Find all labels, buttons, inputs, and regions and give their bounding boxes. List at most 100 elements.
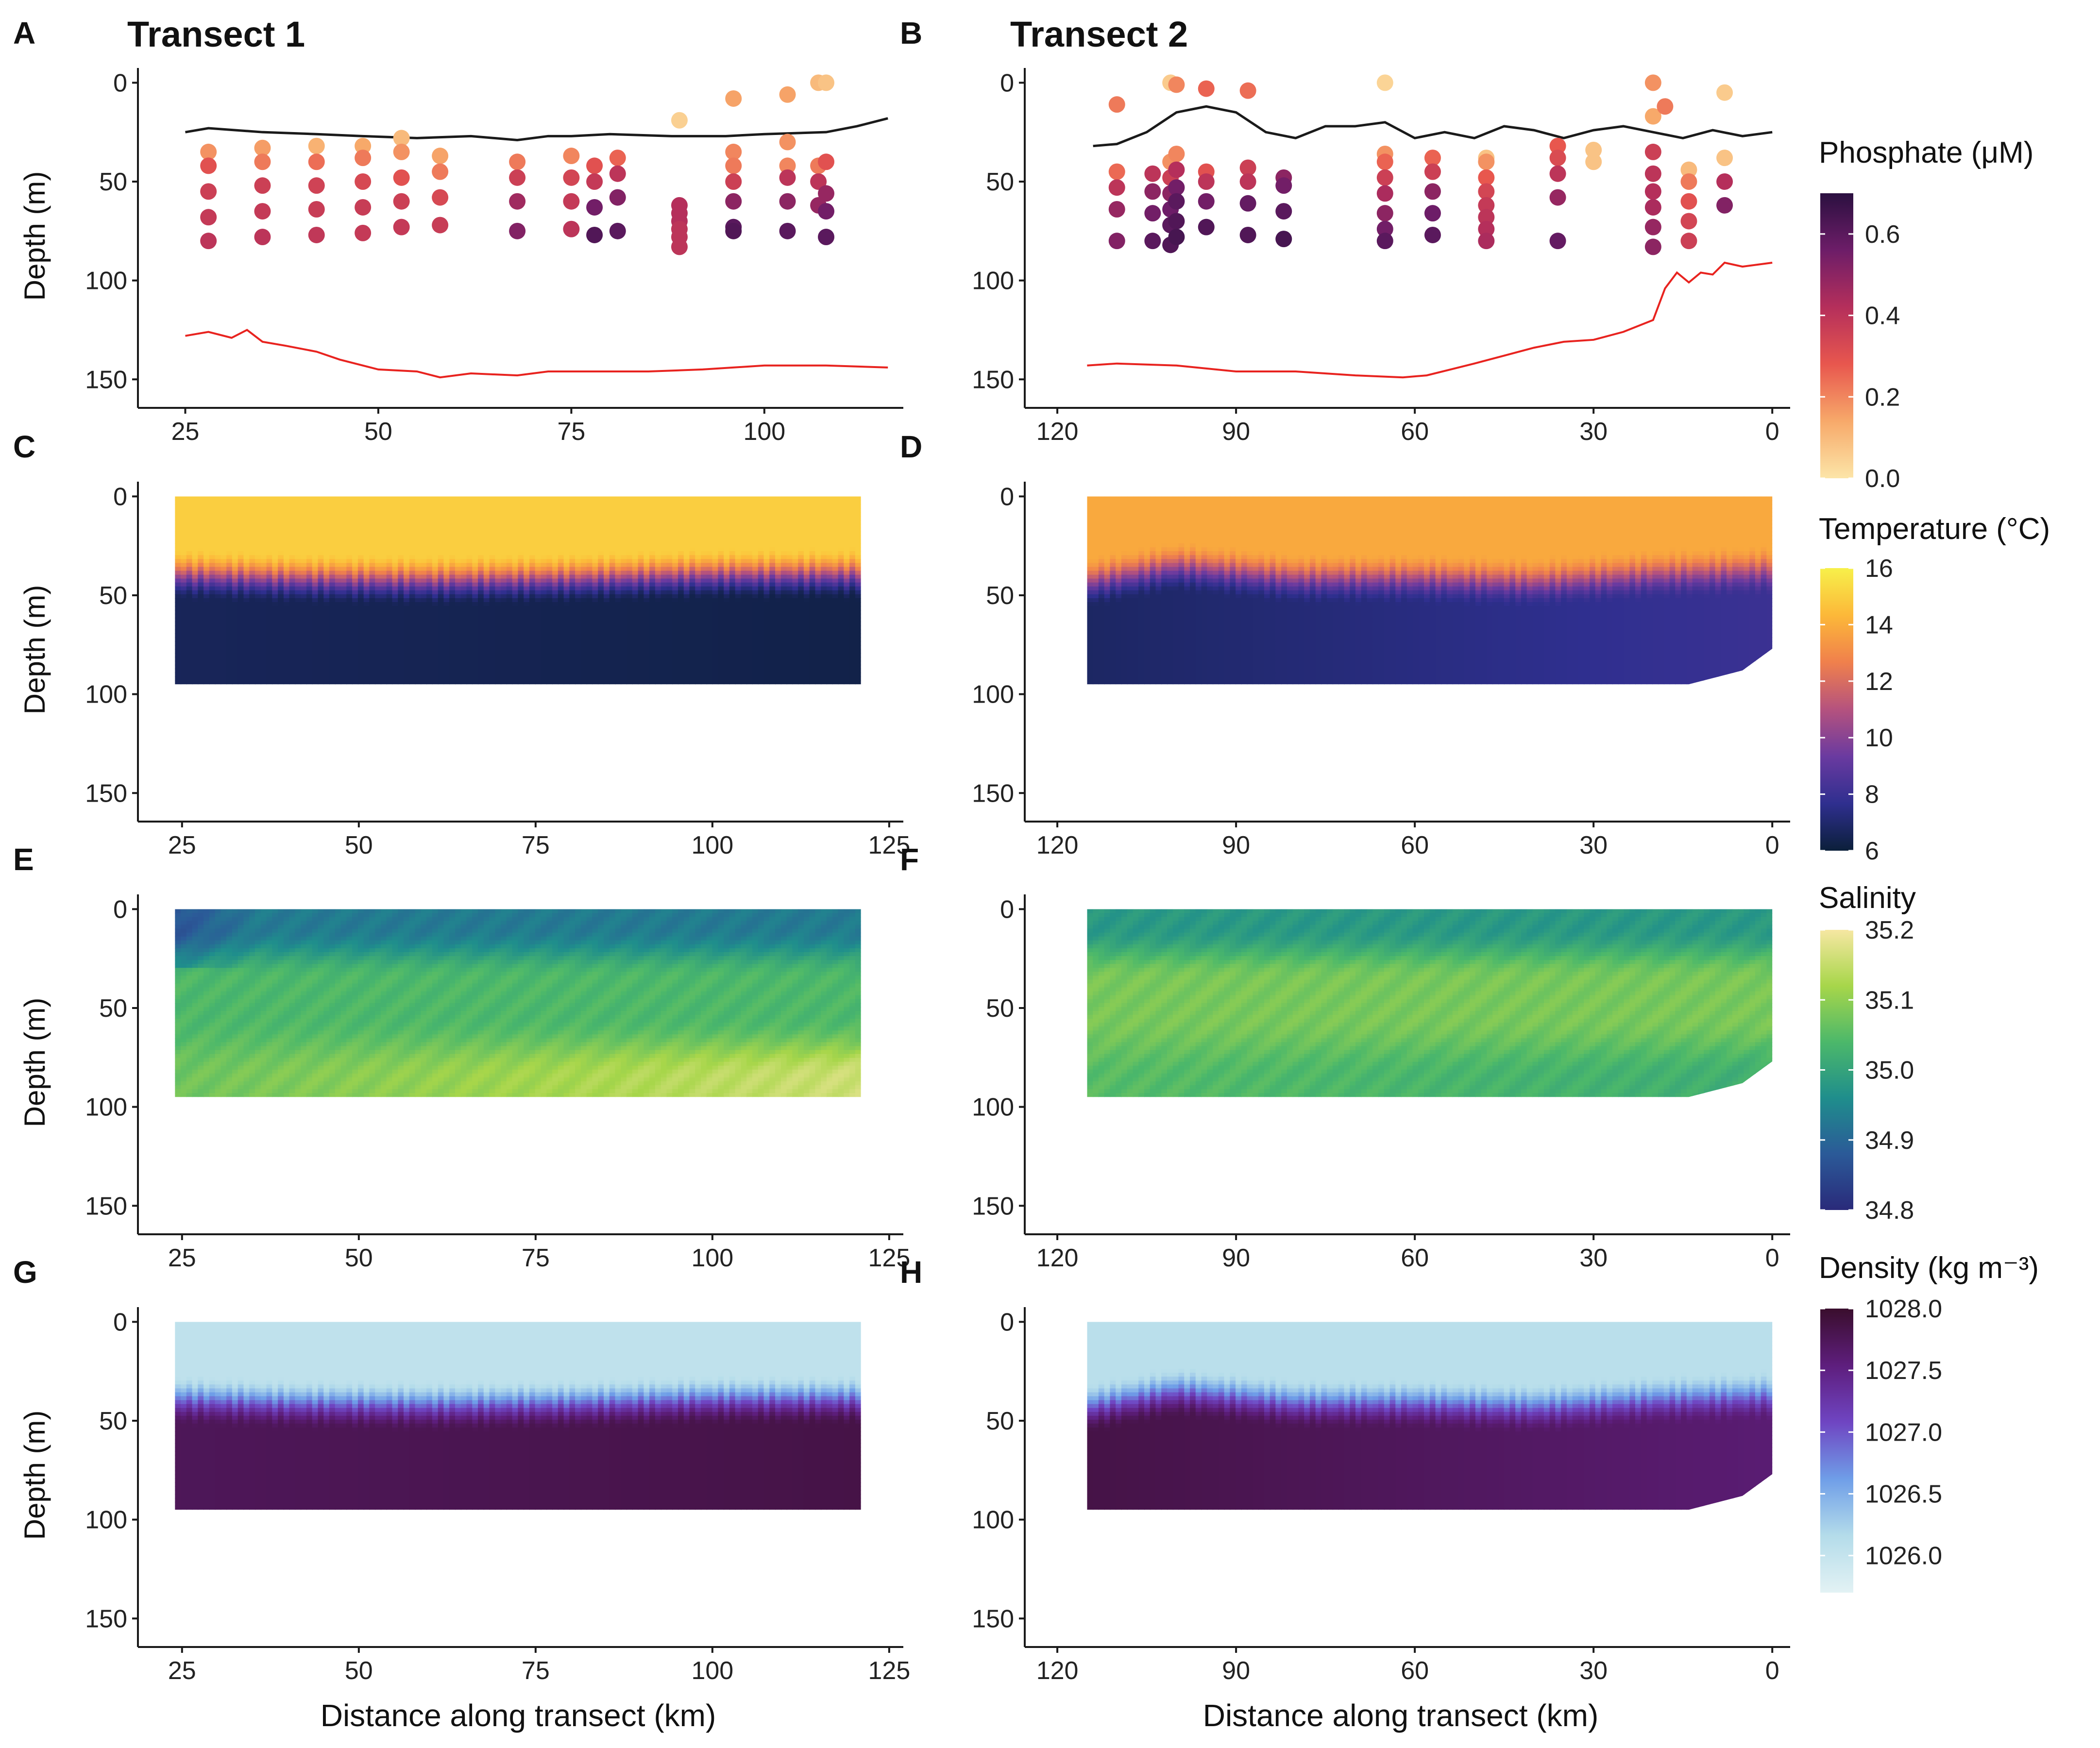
heatmap-cell — [226, 551, 233, 556]
heatmap-cell — [375, 531, 381, 536]
heatmap-cell — [237, 594, 244, 599]
heatmap-cell — [232, 610, 238, 615]
heatmap-cell — [392, 653, 399, 657]
heatmap-cell — [449, 586, 456, 591]
heatmap-cell — [495, 563, 502, 568]
heatmap-cell — [586, 586, 593, 591]
heatmap-cell — [563, 586, 570, 591]
heatmap-cell — [175, 622, 181, 626]
heatmap-cell — [455, 598, 461, 603]
heatmap-cell — [460, 598, 467, 603]
heatmap-cell — [449, 559, 456, 564]
heatmap-cell — [438, 622, 444, 626]
heatmap-cell — [192, 622, 199, 626]
heatmap-cell — [283, 629, 290, 634]
heatmap-cell — [712, 555, 719, 560]
heatmap-cell — [632, 598, 639, 603]
heatmap-cell — [666, 504, 673, 509]
heatmap-cell — [683, 622, 690, 626]
heatmap-cell — [609, 590, 616, 595]
heatmap-cell — [569, 656, 576, 661]
heatmap-cell — [404, 629, 410, 634]
heatmap-cell — [278, 574, 284, 579]
heatmap-cell — [266, 660, 273, 665]
heatmap-cell — [318, 625, 324, 630]
phosphate-sample-point — [563, 169, 580, 186]
heatmap-cell — [535, 676, 542, 681]
heatmap-cell — [375, 574, 381, 579]
heatmap-cell — [660, 531, 667, 536]
heatmap-cell — [472, 625, 479, 630]
heatmap-cell — [558, 649, 564, 654]
heatmap-cell — [729, 574, 736, 579]
heatmap-cell — [712, 571, 719, 575]
heatmap-cell — [249, 645, 256, 650]
heatmap-cell — [363, 633, 370, 638]
heatmap-cell — [278, 669, 284, 673]
heatmap-cell — [340, 536, 347, 540]
heatmap-cell — [535, 672, 542, 677]
heatmap-cell — [552, 660, 559, 665]
heatmap-cell — [301, 536, 307, 540]
heatmap-cell — [644, 672, 650, 677]
heatmap-cell — [226, 539, 233, 544]
heatmap-cell — [644, 536, 650, 540]
heatmap-cell — [175, 637, 181, 642]
heatmap-cell — [615, 504, 622, 509]
heatmap-cell — [632, 610, 639, 615]
heatmap-cell — [266, 625, 273, 630]
heatmap-cell — [569, 500, 576, 505]
heatmap-cell — [266, 653, 273, 657]
heatmap-cell — [712, 543, 719, 548]
heatmap-cell — [524, 598, 530, 603]
heatmap-cell — [466, 551, 473, 556]
heatmap-cell — [203, 500, 210, 505]
heatmap-cell — [718, 633, 725, 638]
heatmap-cell — [518, 629, 525, 634]
heatmap-cell — [203, 665, 210, 670]
heatmap-cell — [541, 586, 547, 591]
heatmap-cell — [329, 512, 336, 517]
phosphate-sample-point — [1680, 193, 1697, 210]
heatmap-cell — [455, 629, 461, 634]
heatmap-cell — [478, 547, 484, 552]
heatmap-cell — [701, 598, 707, 603]
heatmap-cell — [518, 637, 525, 642]
heatmap-cell — [398, 656, 405, 661]
heatmap-cell — [506, 676, 513, 681]
heatmap-cell — [604, 590, 610, 595]
heatmap-cell — [609, 567, 616, 571]
column-title-transect-2: Transect 2 — [1010, 14, 1188, 54]
heatmap-cell — [672, 594, 678, 599]
heatmap-cell — [312, 598, 319, 603]
heatmap-cell — [586, 527, 593, 532]
heatmap-cell — [409, 496, 416, 501]
heatmap-cell — [438, 602, 444, 607]
heatmap-cell — [644, 614, 650, 619]
heatmap-cell — [712, 665, 719, 670]
heatmap-cell — [346, 618, 353, 622]
heatmap-cell — [580, 618, 587, 622]
heatmap-cell — [381, 512, 387, 517]
heatmap-cell — [312, 520, 319, 524]
heatmap-cell — [432, 606, 439, 611]
heatmap-cell — [683, 649, 690, 654]
heatmap-cell — [535, 598, 542, 603]
heatmap-cell — [580, 614, 587, 619]
heatmap-cell — [535, 500, 542, 505]
heatmap-cell — [415, 578, 422, 583]
heatmap-cell — [232, 567, 238, 571]
heatmap-cell — [306, 504, 313, 509]
heatmap-cell — [306, 555, 313, 560]
heatmap-cell — [438, 500, 444, 505]
heatmap-cell — [627, 574, 633, 579]
heatmap-cell — [215, 512, 221, 517]
heatmap-cell — [660, 559, 667, 564]
heatmap-cell — [220, 551, 227, 556]
heatmap-cell — [672, 614, 678, 619]
heatmap-cell — [524, 633, 530, 638]
heatmap-cell — [644, 512, 650, 517]
heatmap-cell — [369, 496, 376, 501]
heatmap-cell — [340, 618, 347, 622]
heatmap-cell — [638, 614, 644, 619]
